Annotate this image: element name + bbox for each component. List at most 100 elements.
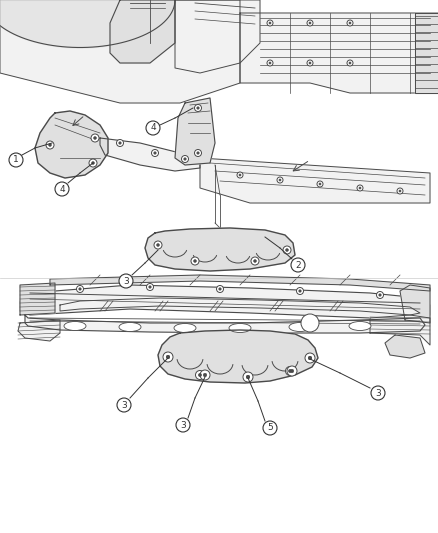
Circle shape bbox=[89, 159, 97, 167]
Circle shape bbox=[197, 152, 199, 154]
Circle shape bbox=[198, 374, 201, 377]
Text: 1: 1 bbox=[13, 156, 19, 165]
Circle shape bbox=[297, 287, 304, 295]
Circle shape bbox=[166, 356, 170, 359]
Circle shape bbox=[349, 62, 351, 64]
Circle shape bbox=[247, 375, 250, 378]
Circle shape bbox=[269, 62, 271, 64]
Circle shape bbox=[307, 60, 313, 66]
Circle shape bbox=[289, 369, 292, 373]
Polygon shape bbox=[175, 98, 215, 165]
Polygon shape bbox=[100, 138, 200, 171]
Polygon shape bbox=[145, 228, 295, 271]
Circle shape bbox=[243, 372, 253, 382]
Circle shape bbox=[287, 366, 297, 376]
Circle shape bbox=[92, 161, 95, 164]
Circle shape bbox=[269, 22, 271, 24]
Circle shape bbox=[239, 174, 241, 176]
Circle shape bbox=[267, 20, 273, 26]
Text: 3: 3 bbox=[375, 389, 381, 398]
Polygon shape bbox=[110, 0, 175, 63]
Polygon shape bbox=[20, 283, 55, 315]
Circle shape bbox=[347, 20, 353, 26]
Circle shape bbox=[77, 286, 84, 293]
Polygon shape bbox=[0, 0, 438, 263]
Polygon shape bbox=[0, 0, 240, 103]
Text: 5: 5 bbox=[267, 424, 273, 432]
Circle shape bbox=[301, 314, 319, 332]
Circle shape bbox=[359, 187, 361, 189]
Circle shape bbox=[152, 149, 159, 157]
Ellipse shape bbox=[174, 324, 196, 333]
Circle shape bbox=[117, 140, 124, 147]
Circle shape bbox=[290, 369, 294, 373]
Circle shape bbox=[251, 257, 259, 265]
Circle shape bbox=[146, 121, 160, 135]
Circle shape bbox=[163, 352, 173, 361]
Polygon shape bbox=[50, 275, 430, 291]
Text: 4: 4 bbox=[150, 124, 156, 133]
Circle shape bbox=[291, 258, 305, 272]
Circle shape bbox=[166, 356, 170, 359]
Circle shape bbox=[146, 284, 153, 290]
Text: 3: 3 bbox=[121, 400, 127, 409]
Circle shape bbox=[397, 188, 403, 194]
Circle shape bbox=[299, 290, 301, 292]
Circle shape bbox=[254, 260, 256, 262]
Polygon shape bbox=[0, 283, 438, 533]
Polygon shape bbox=[25, 315, 425, 333]
Circle shape bbox=[157, 244, 159, 246]
Polygon shape bbox=[60, 298, 420, 315]
Circle shape bbox=[267, 60, 273, 66]
Circle shape bbox=[317, 181, 323, 187]
Circle shape bbox=[117, 398, 131, 412]
Circle shape bbox=[244, 373, 252, 382]
Polygon shape bbox=[20, 285, 430, 320]
Polygon shape bbox=[18, 320, 60, 341]
Ellipse shape bbox=[119, 322, 141, 332]
Circle shape bbox=[149, 286, 151, 288]
Polygon shape bbox=[415, 13, 438, 93]
Circle shape bbox=[349, 22, 351, 24]
Circle shape bbox=[79, 288, 81, 290]
Circle shape bbox=[216, 286, 223, 293]
Ellipse shape bbox=[289, 322, 311, 332]
Circle shape bbox=[119, 142, 121, 144]
Circle shape bbox=[319, 183, 321, 185]
Circle shape bbox=[176, 418, 190, 432]
Circle shape bbox=[9, 153, 23, 167]
Circle shape bbox=[279, 179, 281, 181]
Circle shape bbox=[200, 370, 210, 380]
Text: 2: 2 bbox=[295, 261, 301, 270]
Circle shape bbox=[305, 353, 315, 363]
Polygon shape bbox=[175, 0, 260, 73]
Circle shape bbox=[219, 288, 221, 290]
Circle shape bbox=[263, 421, 277, 435]
Ellipse shape bbox=[349, 321, 371, 330]
Circle shape bbox=[154, 241, 162, 249]
Text: 3: 3 bbox=[180, 421, 186, 430]
Circle shape bbox=[91, 134, 99, 142]
Circle shape bbox=[286, 367, 294, 376]
Polygon shape bbox=[370, 315, 430, 345]
Circle shape bbox=[94, 136, 96, 140]
Ellipse shape bbox=[229, 324, 251, 333]
Circle shape bbox=[55, 182, 69, 196]
Circle shape bbox=[194, 260, 196, 262]
Circle shape bbox=[237, 172, 243, 178]
Circle shape bbox=[119, 274, 133, 288]
Circle shape bbox=[286, 248, 288, 252]
Circle shape bbox=[49, 143, 51, 147]
Circle shape bbox=[246, 375, 250, 379]
Circle shape bbox=[283, 246, 291, 254]
Circle shape bbox=[308, 357, 311, 360]
Circle shape bbox=[347, 60, 353, 66]
Circle shape bbox=[203, 373, 207, 377]
Ellipse shape bbox=[64, 321, 86, 330]
Circle shape bbox=[46, 141, 54, 149]
Text: 4: 4 bbox=[59, 184, 65, 193]
Circle shape bbox=[307, 20, 313, 26]
Circle shape bbox=[357, 185, 363, 191]
Circle shape bbox=[154, 152, 156, 154]
Circle shape bbox=[399, 190, 401, 192]
